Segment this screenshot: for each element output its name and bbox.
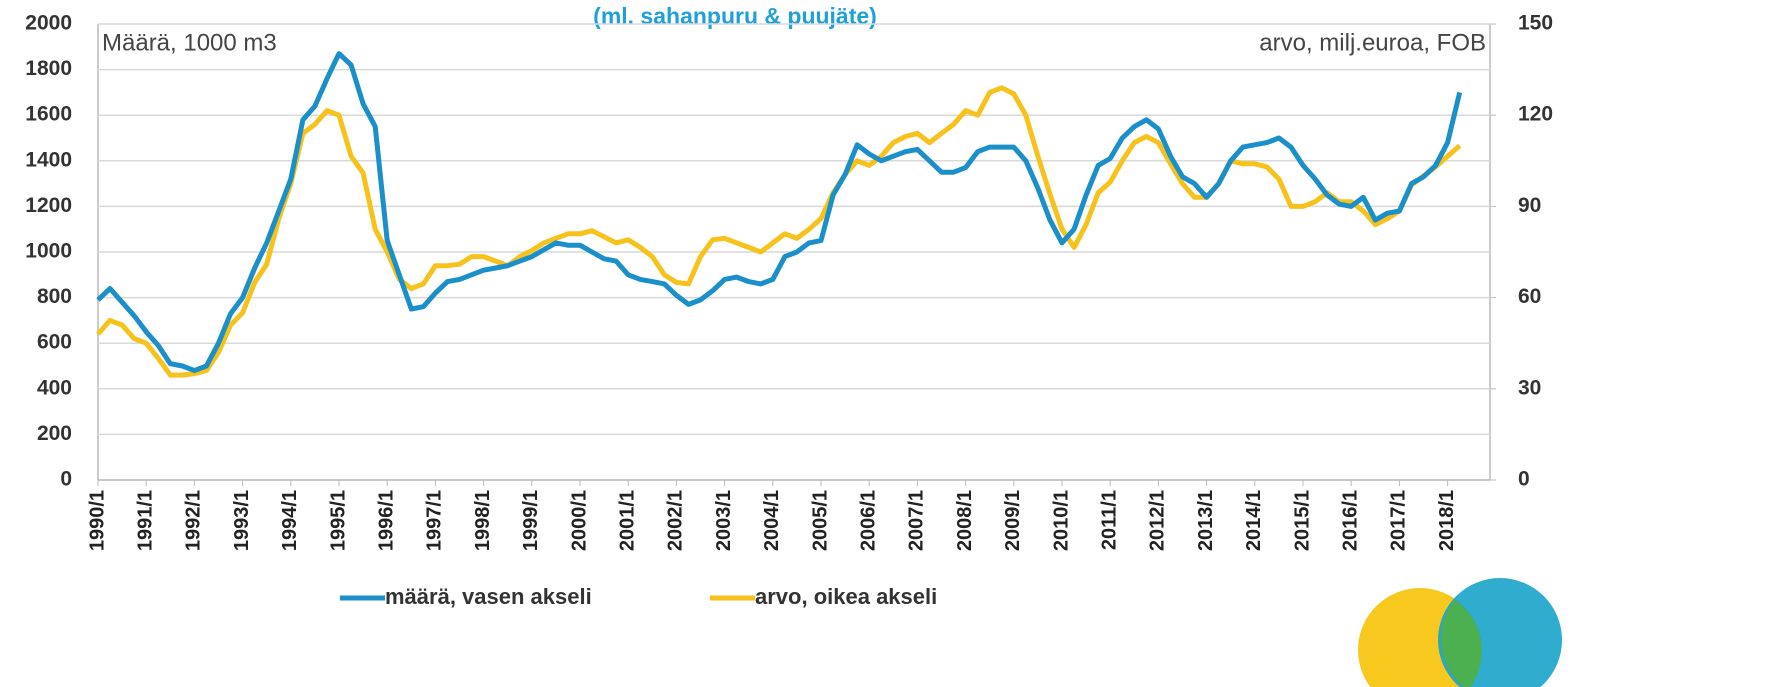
y-tick-label: 0 xyxy=(60,468,72,491)
x-tick-label: 1999/1 xyxy=(520,490,542,551)
legend-label: määrä, vasen akseli xyxy=(385,584,592,609)
x-tick-label: 2003/1 xyxy=(713,490,735,551)
y2-tick-label: 90 xyxy=(1518,194,1541,217)
x-tick-label: 1992/1 xyxy=(183,490,205,551)
left-axis-annotation: Määrä, 1000 m3 xyxy=(102,29,277,56)
x-tick-label: 2013/1 xyxy=(1195,490,1217,551)
y2-tick-label: 0 xyxy=(1518,468,1530,491)
x-tick-label: 1997/1 xyxy=(424,490,446,551)
y2-tick-label: 60 xyxy=(1518,285,1541,308)
x-tick-label: 2006/1 xyxy=(857,490,879,551)
legend-label: arvo, oikea akseli xyxy=(755,584,937,609)
x-tick-label: 1995/1 xyxy=(327,490,349,551)
x-tick-label: 2012/1 xyxy=(1147,490,1169,551)
y2-tick-label: 30 xyxy=(1518,376,1541,399)
x-tick-label: 2011/1 xyxy=(1098,490,1120,550)
chart-title: (ml. sahanpuru & puujäte) xyxy=(593,3,877,29)
y-tick-label: 1800 xyxy=(25,57,72,80)
series-line xyxy=(96,51,1463,374)
x-tick-label: 2015/1 xyxy=(1291,490,1313,551)
x-tick-label: 1993/1 xyxy=(231,490,253,551)
y-tick-label: 1000 xyxy=(25,240,72,263)
y-tick-label: 200 xyxy=(37,422,72,445)
x-tick-label: 2005/1 xyxy=(809,490,831,551)
x-tick-label: 2001/1 xyxy=(616,490,638,551)
x-tick-label: 2007/1 xyxy=(906,490,928,551)
y2-tick-label: 150 xyxy=(1518,12,1553,35)
x-tick-label: 1998/1 xyxy=(472,490,494,551)
x-tick-label: 2008/1 xyxy=(954,490,976,551)
y-tick-label: 1200 xyxy=(25,194,72,217)
logo-green xyxy=(1441,600,1482,687)
x-tick-label: 2014/1 xyxy=(1243,490,1265,551)
y-tick-label: 800 xyxy=(37,285,72,308)
x-tick-label: 2000/1 xyxy=(568,490,590,551)
y-tick-label: 400 xyxy=(37,376,72,399)
x-tick-label: 1991/1 xyxy=(134,490,156,551)
x-tick-label: 2016/1 xyxy=(1339,490,1361,551)
x-tick-label: 2004/1 xyxy=(761,490,783,551)
y-tick-label: 1400 xyxy=(25,148,72,171)
x-tick-label: 2002/1 xyxy=(665,490,687,551)
x-tick-label: 2017/1 xyxy=(1388,490,1410,551)
x-tick-label: 2010/1 xyxy=(1050,490,1072,551)
y2-tick-label: 120 xyxy=(1518,103,1553,126)
x-tick-label: 2018/1 xyxy=(1436,490,1458,551)
y-tick-label: 1600 xyxy=(25,103,72,126)
x-tick-label: 2009/1 xyxy=(1002,490,1024,551)
y-tick-label: 600 xyxy=(37,331,72,354)
right-axis-annotation: arvo, milj.euroa, FOB xyxy=(1259,29,1486,56)
x-tick-label: 1994/1 xyxy=(279,490,301,551)
y-tick-label: 2000 xyxy=(25,12,72,35)
x-tick-label: 1996/1 xyxy=(375,490,397,551)
x-tick-label: 1990/1 xyxy=(86,490,108,551)
